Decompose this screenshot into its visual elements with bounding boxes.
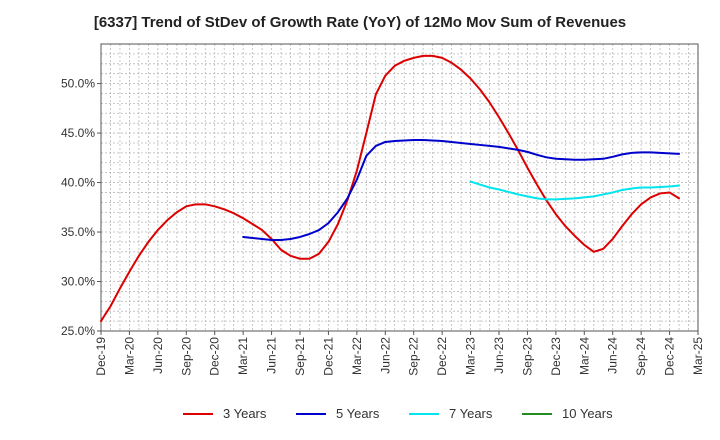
legend-label-7-years: 7 Years	[449, 406, 493, 421]
x-tick-label: Mar-24	[577, 337, 591, 375]
x-tick-label: Sep-23	[520, 337, 534, 376]
x-tick-label: Dec-23	[549, 337, 563, 376]
legend-label-10-years: 10 Years	[562, 406, 613, 421]
plot-border	[100, 43, 699, 332]
x-tick-label: Jun-22	[378, 337, 392, 374]
x-tick-label: Mar-25	[691, 337, 705, 375]
x-tick-label: Mar-23	[464, 337, 478, 375]
x-tick-label: Mar-20	[122, 337, 136, 375]
x-tick-label: Mar-21	[236, 337, 250, 375]
legend-label-5-years: 5 Years	[336, 406, 380, 421]
y-tick-label: 50.0%	[61, 77, 95, 91]
y-tick-label: 45.0%	[61, 126, 95, 140]
axis-layer: 25.0% 30.0% 35.0% 40.0% 45.0% 50.0% Dec-19 Mar-…	[61, 43, 705, 376]
chart-title: [6337] Trend of StDev of Growth Rate (Yo…	[93, 14, 627, 31]
x-tick-label: Jun-23	[492, 337, 506, 374]
x-tick-label: Dec-19	[94, 337, 108, 376]
x-tick-label: Dec-22	[435, 337, 449, 376]
x-tick-label: Sep-22	[407, 337, 421, 376]
series-line-3-years	[100, 54, 681, 323]
x-tick-label: Dec-21	[321, 337, 335, 376]
x-tick-label: Jun-21	[265, 337, 279, 374]
x-tick-label: Mar-22	[350, 337, 364, 375]
grid-layer	[100, 43, 699, 332]
x-tick-label: Dec-20	[208, 337, 222, 376]
legend-layer: 3 Years 5 Years 7 Years 10 Years	[183, 406, 613, 421]
y-tick-label: 40.0%	[61, 176, 95, 190]
x-tick-label: Sep-20	[179, 337, 193, 376]
y-tick-label: 25.0%	[61, 324, 95, 338]
x-tick-label: Sep-24	[634, 337, 648, 376]
x-tick-label: Sep-21	[293, 337, 307, 376]
x-tick-label: Jun-20	[151, 337, 165, 374]
legend-label-3-years: 3 Years	[223, 406, 267, 421]
x-tick-label: Dec-24	[663, 337, 677, 376]
series-line-5-years	[242, 139, 681, 241]
y-tick-label: 35.0%	[61, 225, 95, 239]
x-tick-label: Jun-24	[606, 337, 620, 374]
y-tick-label: 30.0%	[61, 275, 95, 289]
series-line-7-years	[469, 180, 681, 201]
series-layer	[100, 54, 681, 323]
